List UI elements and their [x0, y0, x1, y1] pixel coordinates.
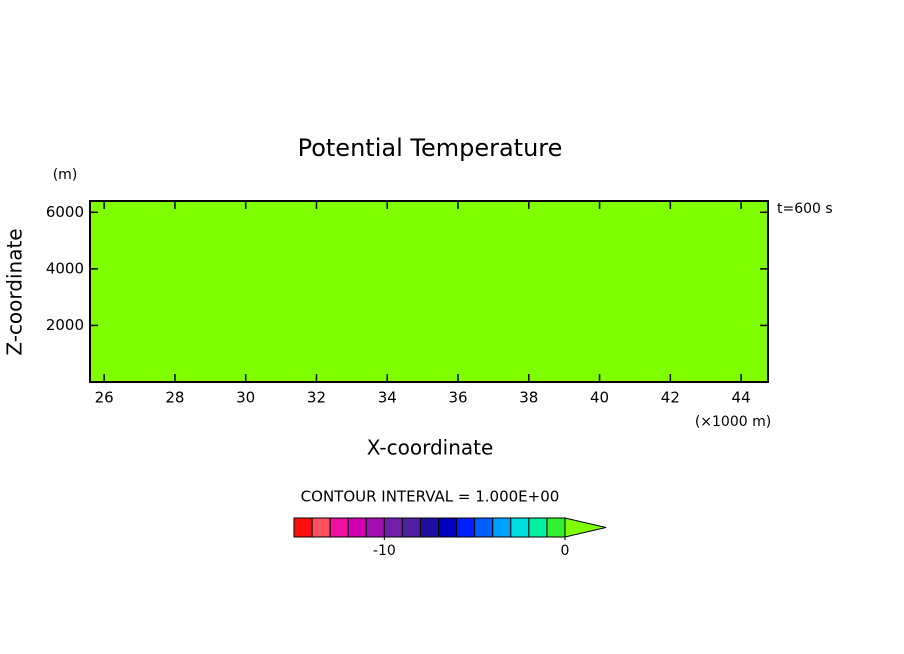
y-axis-label: Z-coordinate: [3, 228, 27, 355]
y-tick-label: 4000: [46, 259, 84, 277]
colorbar-box: [383, 517, 403, 538]
colorbar-box: [546, 517, 566, 538]
colorbar-box: [347, 517, 367, 538]
x-tick-label: 28: [165, 389, 184, 407]
colorbar-box: [492, 517, 512, 538]
colorbar-box: [293, 517, 313, 538]
colorbar-box: [474, 517, 494, 538]
x-axis-label: X-coordinate: [367, 436, 494, 460]
plot-frame: [89, 200, 769, 383]
y-tick-label: 2000: [46, 316, 84, 334]
colorbar-title: CONTOUR INTERVAL = 1.000E+00: [301, 488, 560, 506]
colorbar-tick-label: -10: [373, 543, 396, 559]
time-annotation: t=600 s: [777, 201, 833, 217]
x-tick-label: 44: [732, 389, 751, 407]
x-unit: (×1000 m): [695, 414, 771, 430]
x-tick-label: 38: [519, 389, 538, 407]
x-tick-label: 36: [448, 389, 467, 407]
contour-field: [90, 201, 768, 382]
x-tick-label: 26: [95, 389, 114, 407]
x-tick-label: 40: [590, 389, 609, 407]
y-unit: (m): [53, 167, 78, 183]
x-tick-label: 42: [661, 389, 680, 407]
x-tick-label: 32: [307, 389, 326, 407]
chart-title: Potential Temperature: [298, 134, 563, 162]
colorbar-box: [365, 517, 385, 538]
x-tick-label: 34: [378, 389, 397, 407]
colorbar-box: [311, 517, 331, 538]
colorbar-box: [510, 517, 530, 538]
colorbar-tick-label: 0: [561, 543, 570, 559]
colorbar-box: [438, 517, 458, 538]
colorbar-box: [419, 517, 440, 538]
colorbar-extension: [564, 517, 607, 538]
colorbar-box: [456, 517, 476, 538]
y-tick-label: 6000: [46, 203, 84, 221]
colorbar-box: [329, 517, 349, 538]
colorbar-box: [528, 517, 548, 538]
colorbar-box: [401, 517, 421, 538]
x-tick-label: 30: [236, 389, 255, 407]
